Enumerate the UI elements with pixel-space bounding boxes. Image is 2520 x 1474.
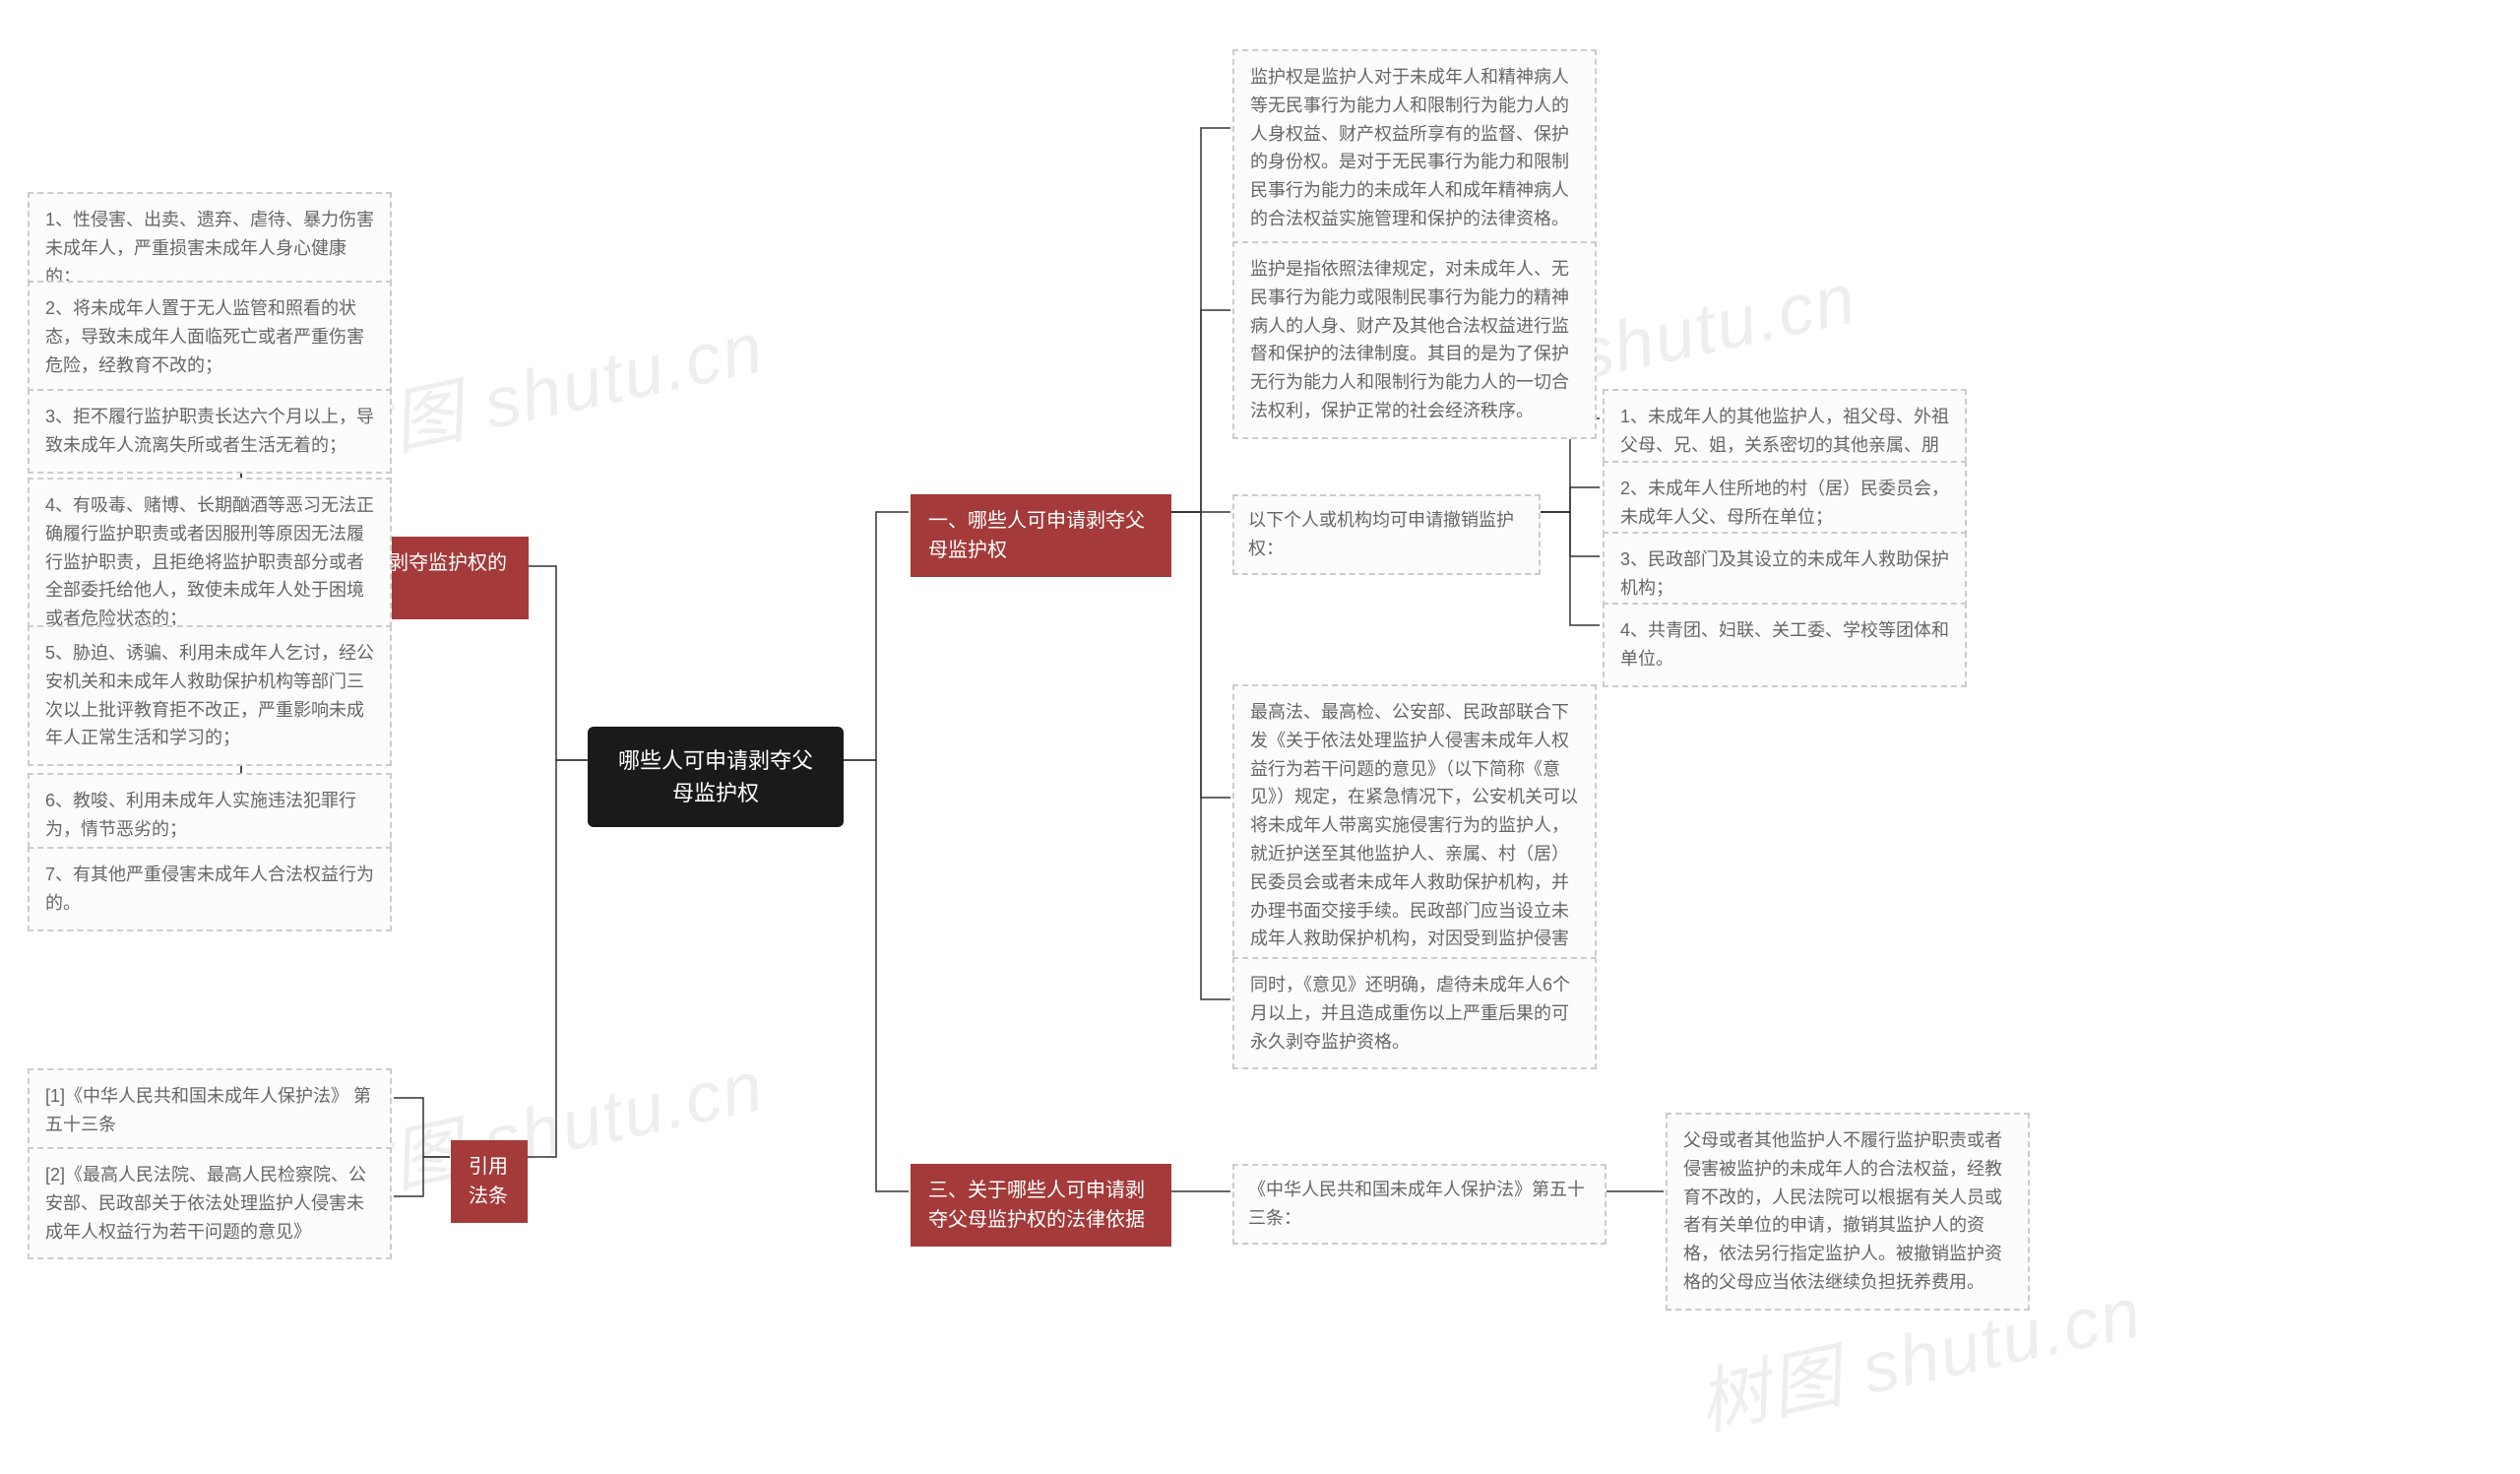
b1-l3-c4: 4、共青团、妇联、关工委、学校等团体和单位。 [1603,603,1967,687]
b3-leaf-1-child: 父母或者其他监护人不履行监护职责或者侵害被监护的未成年人的合法权益，经教育不改的… [1666,1113,2030,1311]
b2-leaf-2: 2、将未成年人置于无人监管和照看的状态，导致未成年人面临死亡或者严重伤害危险，经… [28,281,392,393]
branch-4: 引用法条 [451,1140,528,1223]
b2-leaf-7: 7、有其他严重侵害未成年人合法权益行为的。 [28,847,392,931]
root-node: 哪些人可申请剥夺父母监护权 [588,727,844,827]
b2-leaf-3: 3、拒不履行监护职责长达六个月以上，导致未成年人流离失所或者生活无着的； [28,389,392,474]
b2-leaf-4: 4、有吸毒、赌博、长期酗酒等恶习无法正确履行监护职责或者因服刑等原因无法履行监护… [28,478,392,647]
b1-leaf-4: 最高法、最高检、公安部、民政部联合下发《关于依法处理监护人侵害未成年人权益行为若… [1232,684,1597,995]
b1-leaf-3: 以下个人或机构均可申请撤销监护权： [1232,494,1541,575]
b2-leaf-6: 6、教唆、利用未成年人实施违法犯罪行为，情节恶劣的； [28,773,392,858]
branch-1: 一、哪些人可申请剥夺父母监护权 [911,494,1171,577]
b1-leaf-2: 监护是指依照法律规定，对未成年人、无民事行为能力或限制民事行为能力的精神病人的人… [1232,241,1597,439]
b4-leaf-2: [2]《最高人民法院、最高人民检察院、公安部、民政部关于依法处理监护人侵害未成年… [28,1147,392,1259]
b2-leaf-5: 5、胁迫、诱骗、利用未成年人乞讨，经公安机关和未成年人救助保护机构等部门三次以上… [28,625,392,766]
b3-leaf-1: 《中华人民共和国未成年人保护法》第五十三条： [1232,1164,1606,1245]
b4-leaf-1: [1]《中华人民共和国未成年人保护法》 第五十三条 [28,1068,392,1153]
b1-leaf-1: 监护权是监护人对于未成年人和精神病人等无民事行为能力人和限制行为能力人的人身权益… [1232,49,1597,247]
branch-3: 三、关于哪些人可申请剥夺父母监护权的法律依据 [911,1164,1171,1247]
b1-leaf-5: 同时，《意见》还明确，虐待未成年人6个月以上，并且造成重伤以上严重后果的可永久剥… [1232,957,1597,1069]
